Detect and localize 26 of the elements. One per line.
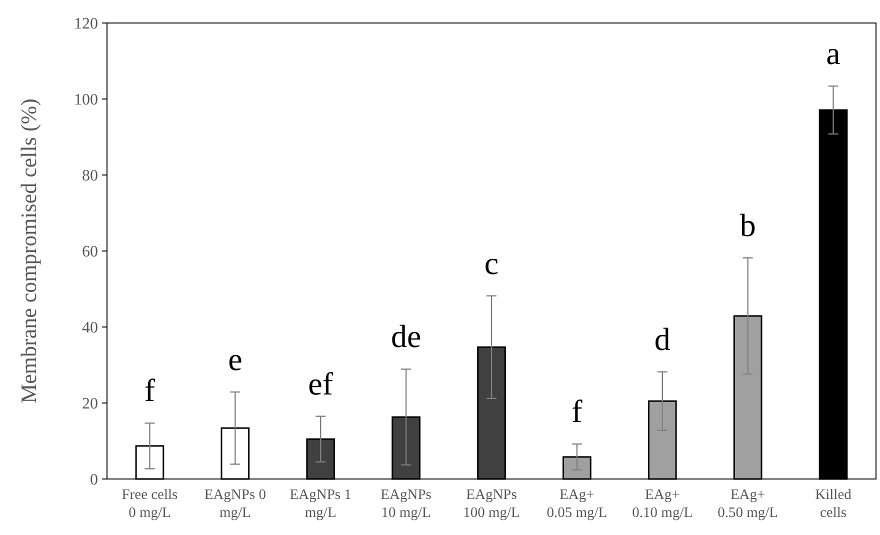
x-tick-label: Free cells 0 mg/L — [122, 487, 178, 521]
y-tick-label: 60 — [82, 244, 98, 261]
x-tick-label: EAg+ 0.50 mg/L — [718, 487, 778, 521]
annotation: b — [740, 206, 756, 243]
annotation: ef — [308, 365, 334, 402]
y-tick-label: 120 — [74, 16, 98, 33]
y-tick-label: 80 — [82, 168, 98, 185]
x-tick-label: EAgNPs 1 mg/L — [290, 487, 352, 521]
x-tick-label: EAg+ 0.05 mg/L — [546, 487, 608, 521]
y-tick-label: 100 — [74, 92, 98, 109]
annotation: de — [390, 318, 422, 354]
annotation: f — [572, 393, 583, 430]
annotation: f — [144, 372, 156, 408]
x-tick-label: EAgNPs 0 mg/L — [204, 487, 266, 521]
x-tick-label: EAgNPs 100 mg/L — [463, 487, 520, 521]
x-tick-label: EAg+ 0.10 mg/L — [632, 487, 693, 521]
y-tick-label: 20 — [82, 396, 98, 413]
annotation: a — [826, 35, 840, 72]
x-tick-label: Killed cells — [815, 487, 852, 521]
annotation: d — [654, 320, 670, 357]
y-tick-label: 0 — [90, 472, 98, 489]
y-axis-title: Membrane compromised cells (%) — [16, 98, 41, 404]
annotation: c — [484, 244, 499, 281]
y-tick-label: 40 — [82, 320, 98, 337]
annotation: e — [228, 340, 242, 377]
x-tick-label: EAgNPs 10 mg/L — [380, 487, 432, 521]
